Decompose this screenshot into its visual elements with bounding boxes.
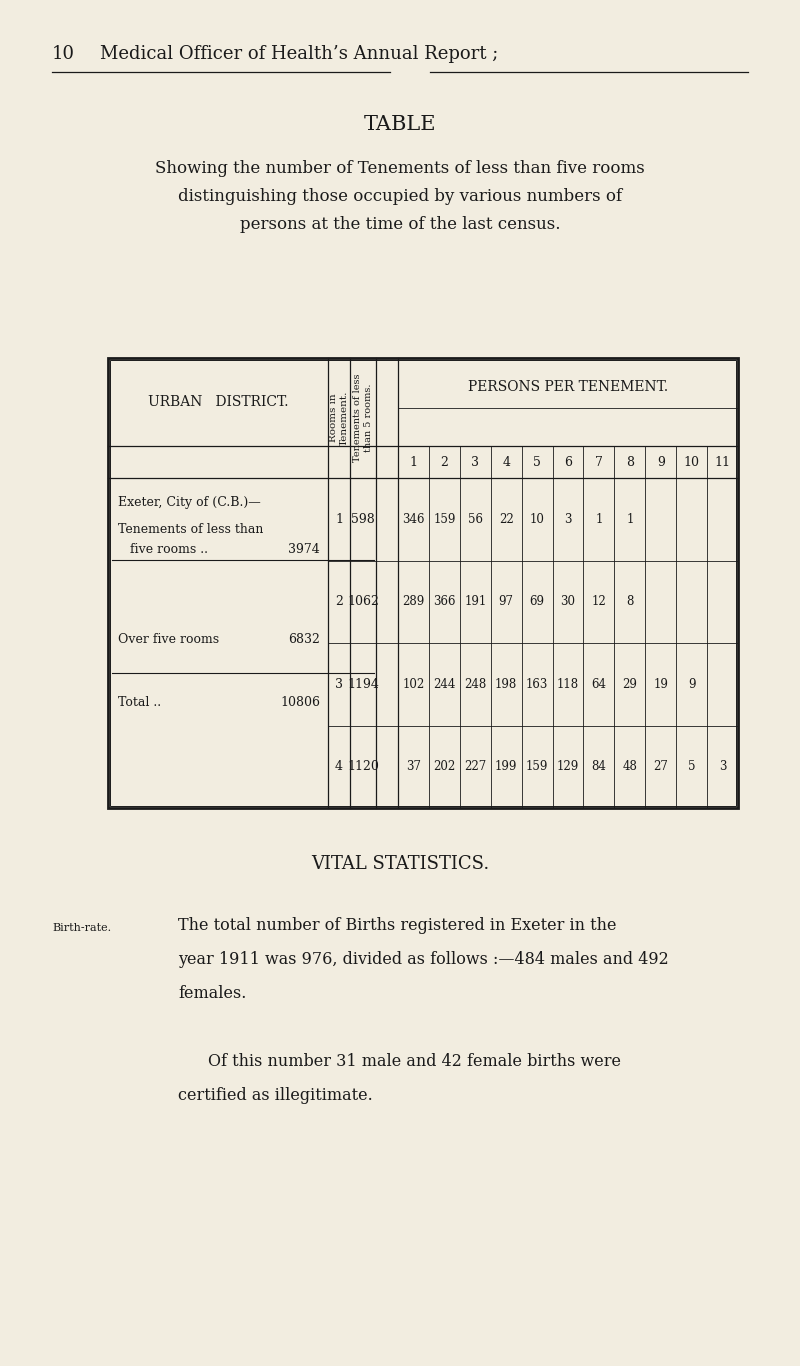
Text: 346: 346 [402,512,425,526]
Text: Showing the number of Tenements of less than five rooms: Showing the number of Tenements of less … [155,160,645,178]
Bar [110,361,736,806]
Text: Of this number 31 male and 42 female births were: Of this number 31 male and 42 female bir… [208,1053,621,1070]
Text: 159: 159 [433,512,455,526]
Text: 598: 598 [351,512,375,526]
Text: 19: 19 [654,678,668,691]
Text: 3: 3 [564,512,572,526]
Text: Tenements of less
than 5 rooms.: Tenements of less than 5 rooms. [354,374,373,462]
Text: 102: 102 [402,678,425,691]
Text: 69: 69 [530,596,545,608]
Text: 30: 30 [561,596,575,608]
Text: 2: 2 [441,455,448,469]
Text: 3: 3 [471,455,479,469]
Text: 97: 97 [498,596,514,608]
Text: 366: 366 [433,596,456,608]
Text: 129: 129 [557,761,579,773]
Text: 4: 4 [502,455,510,469]
Text: 9: 9 [688,678,695,691]
Text: 8: 8 [626,596,634,608]
Text: 3974: 3974 [288,544,320,556]
Text: 244: 244 [433,678,455,691]
Text: 1: 1 [410,455,418,469]
Text: 1062: 1062 [347,596,379,608]
Text: Exeter, City of (C.B.)—: Exeter, City of (C.B.)— [118,496,261,510]
Text: Birth-rate.: Birth-rate. [52,923,111,933]
Text: 48: 48 [622,761,638,773]
Text: The total number of Births registered in Exeter in the: The total number of Births registered in… [178,917,617,934]
Text: 2: 2 [335,596,343,608]
Text: 6832: 6832 [288,632,320,646]
Text: 198: 198 [495,678,518,691]
Text: 10: 10 [684,455,700,469]
Text: 1: 1 [626,512,634,526]
Text: 159: 159 [526,761,548,773]
Text: 11: 11 [714,455,730,469]
Text: URBAN   DISTRICT.: URBAN DISTRICT. [148,395,288,408]
Bar [108,358,738,809]
Text: five rooms ..: five rooms .. [130,544,208,556]
Text: 10: 10 [52,45,75,63]
Text: PERSONS PER TENEMENT.: PERSONS PER TENEMENT. [468,380,668,393]
Text: 1: 1 [595,512,602,526]
Text: females.: females. [178,985,246,1003]
Text: 22: 22 [499,512,514,526]
Text: 64: 64 [591,678,606,691]
Text: Rooms in
Tenement.: Rooms in Tenement. [330,391,349,445]
Text: Tenements of less than: Tenements of less than [118,523,263,535]
Text: 29: 29 [622,678,638,691]
Text: 7: 7 [595,455,603,469]
Text: 5: 5 [533,455,541,469]
Text: year 1911 was 976, divided as follows :—484 males and 492: year 1911 was 976, divided as follows :—… [178,951,669,968]
Text: 289: 289 [402,596,425,608]
Text: 199: 199 [495,761,518,773]
Text: 84: 84 [591,761,606,773]
Text: 10806: 10806 [280,697,320,709]
Text: 1194: 1194 [347,678,379,691]
Text: 6: 6 [564,455,572,469]
Text: 8: 8 [626,455,634,469]
Text: 163: 163 [526,678,548,691]
Text: 202: 202 [434,761,455,773]
Text: 37: 37 [406,761,421,773]
Text: persons at the time of the last census.: persons at the time of the last census. [240,216,560,234]
Text: 227: 227 [464,761,486,773]
Text: 1120: 1120 [347,761,379,773]
Text: 56: 56 [468,512,482,526]
Text: 5: 5 [688,761,695,773]
Text: 1: 1 [335,512,343,526]
Text: distinguishing those occupied by various numbers of: distinguishing those occupied by various… [178,189,622,205]
Text: 118: 118 [557,678,579,691]
Text: 191: 191 [464,596,486,608]
Text: Over five rooms: Over five rooms [118,632,219,646]
Text: Total ..: Total .. [118,697,161,709]
Text: 10: 10 [530,512,545,526]
Text: 27: 27 [654,761,668,773]
Text: Medical Officer of Health’s Annual Report ;: Medical Officer of Health’s Annual Repor… [100,45,498,63]
Text: certified as illegitimate.: certified as illegitimate. [178,1087,373,1104]
Text: 3: 3 [335,678,343,691]
Text: 9: 9 [657,455,665,469]
Text: 4: 4 [335,761,343,773]
Text: 3: 3 [718,761,726,773]
Text: TABLE: TABLE [364,115,436,134]
Text: VITAL STATISTICS.: VITAL STATISTICS. [311,855,489,873]
Text: 248: 248 [464,678,486,691]
Text: 12: 12 [591,596,606,608]
